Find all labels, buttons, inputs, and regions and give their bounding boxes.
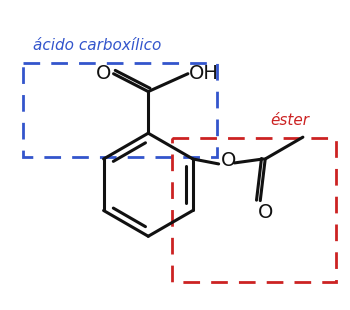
Text: O: O — [96, 64, 111, 83]
Text: O: O — [221, 152, 236, 171]
Text: ácido carboxílico: ácido carboxílico — [33, 38, 161, 53]
Text: OH: OH — [189, 64, 219, 83]
Text: éster: éster — [270, 113, 309, 128]
Text: O: O — [258, 203, 273, 222]
